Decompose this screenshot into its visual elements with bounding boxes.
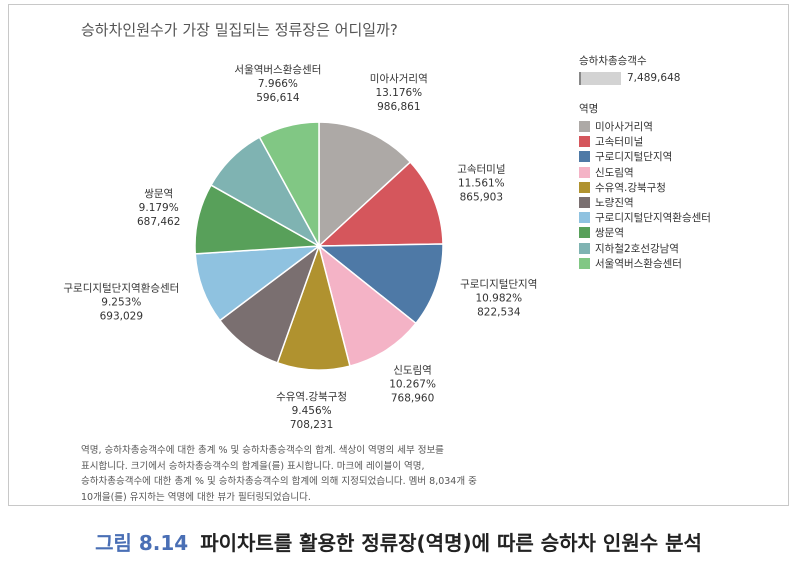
size-legend-title: 승하차총승객수: [579, 55, 647, 67]
slice-label-value: 865,903: [460, 192, 503, 204]
pie-slice: [318, 121, 412, 248]
slice-label-percent: 10.982%: [475, 293, 522, 305]
slice-label-value: 596,614: [256, 92, 300, 104]
slice-label-value: 822,534: [477, 307, 521, 319]
figure-number: 그림 8.14: [95, 531, 189, 555]
legend-label: 구로디지털단지역환승센터: [595, 212, 711, 225]
note-line: 역명, 승하차총승객수에 대한 총계 % 및 승하차총승객수의 합계. 색상이 …: [81, 445, 444, 456]
slice-label-percent: 10.267%: [389, 378, 436, 390]
legend-item: 구로디지털단지역: [579, 149, 711, 164]
figure-caption-text: 파이차트를 활용한 정류장(역명)에 따른 승하차 인원수 분석: [200, 531, 702, 555]
slice-label-value: 687,462: [137, 216, 180, 228]
legend-swatch: [579, 197, 590, 209]
legend-label: 지하철2호선강남역: [595, 242, 679, 255]
legend-swatch: [579, 166, 590, 178]
size-legend-value: 7,489,648: [627, 72, 681, 84]
pie-slice: [258, 121, 320, 247]
chart-note: 역명, 승하차총승객수에 대한 총계 % 및 승하차총승객수의 합계. 색상이 …: [81, 443, 561, 505]
legend-item: 미아사거리역: [579, 119, 711, 134]
note-line: 10개을(를) 유지하는 역명에 대한 뷰가 필터링되었습니다.: [81, 491, 311, 503]
slice-label-value: 708,231: [290, 419, 333, 431]
legend-swatch: [579, 242, 590, 254]
pie-slice: [317, 244, 417, 367]
note-line: 표시합니다. 크기에서 승하차총승객수의 합계을(를) 표시합니다. 마크에 레…: [81, 460, 425, 472]
note-line: 승하차총승객수에 대한 총계 % 및 승하차총승객수의 합계에 의해 지정되었습…: [81, 476, 477, 487]
slice-label-value: 768,960: [391, 392, 434, 404]
figure-caption: 그림 8.14 파이차트를 활용한 정류장(역명)에 따른 승하차 인원수 분석: [0, 527, 797, 556]
color-legend-title: 역명: [579, 103, 599, 115]
legend-item: 서울역버스환승센터: [579, 256, 711, 271]
legend-item: 쌍문역: [579, 225, 711, 240]
slice-label-percent: 9.253%: [101, 297, 141, 309]
slice-label-percent: 9.456%: [292, 405, 332, 417]
legend-item: 신도림역: [579, 165, 711, 180]
legend-swatch: [579, 212, 590, 224]
slice-label-value: 693,029: [100, 311, 143, 323]
legend-label: 노량진역: [595, 197, 634, 210]
slice-label-name: 신도림역: [393, 364, 432, 376]
chart-frame: 승하차인원수가 가장 밀집되는 정류장은 어디일까? 미아사거리역 13.176%…: [8, 4, 789, 506]
slice-label-percent: 11.561%: [458, 178, 505, 190]
legend-swatch: [579, 136, 590, 148]
slice-label-percent: 13.176%: [375, 87, 422, 99]
legend-swatch: [579, 121, 590, 133]
legend-item: 구로디지털단지역환승센터: [579, 210, 711, 225]
legend-label: 수유역.강북구청: [595, 181, 666, 194]
pie-slice: [317, 161, 444, 247]
legend-swatch: [579, 257, 590, 269]
legend-item: 지하철2호선강남역: [579, 241, 711, 256]
legend-label: 신도림역: [595, 166, 634, 179]
legend-label: 쌍문역: [595, 227, 624, 240]
slice-label-name: 서울역버스환승센터: [234, 64, 321, 76]
slice-label-name: 고속터미널: [457, 164, 505, 176]
slice-label-name: 구로디지털단지역: [460, 279, 537, 291]
legend-label: 고속터미널: [595, 136, 644, 149]
slice-label-name: 쌍문역: [144, 188, 173, 200]
slice-label-name: 수유역.강북구청: [276, 391, 347, 403]
size-legend-bar: [579, 71, 621, 85]
legend-label: 구로디지털단지역: [595, 151, 673, 164]
slice-label-value: 986,861: [377, 101, 420, 113]
slice-label-percent: 9.179%: [139, 202, 179, 214]
legend-item: 노량진역: [579, 195, 711, 210]
legend-label: 미아사거리역: [595, 121, 653, 134]
legend-item: 수유역.강북구청: [579, 180, 711, 195]
pie-slice: [316, 243, 444, 325]
chart-title: 승하차인원수가 가장 밀집되는 정류장은 어디일까?: [81, 21, 398, 39]
slice-label-name: 구로디지털단지역환승센터: [63, 283, 179, 295]
size-legend-row: 7,489,648: [579, 71, 711, 85]
legend-label: 서울역버스환승센터: [595, 257, 682, 270]
slice-label-name: 미아사거리역: [370, 73, 428, 85]
legend-swatch: [579, 151, 590, 163]
pie-chart: 미아사거리역 13.176% 986,861 고속터미널 11.561% 865,903 구…: [63, 64, 537, 431]
slice-label-percent: 7.966%: [258, 78, 298, 90]
legend-swatch: [579, 181, 590, 193]
legend-item: 고속터미널: [579, 134, 711, 149]
legend-swatch: [579, 227, 590, 239]
